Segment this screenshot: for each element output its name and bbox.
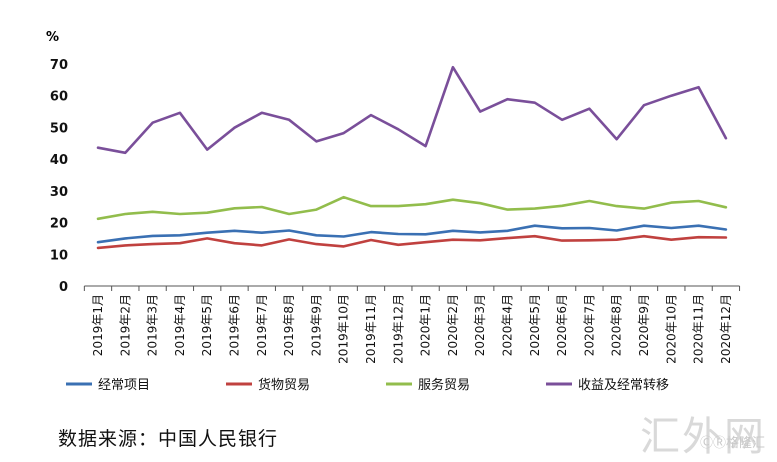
y-tick-label: 0 [59,280,68,295]
x-tick-label: 2020年11月 [692,294,706,364]
y-axis-ticks: 0 10 20 30 40 50 60 70 [50,58,68,295]
x-tick-label: 2020年3月 [473,294,487,356]
legend-label: 经常项目 [98,378,150,393]
legend: 经常项目 货物贸易 服务贸易 收益及经常转移 [66,377,669,393]
series-line-2 [96,195,728,221]
x-tick-label: 2020年10月 [664,294,678,364]
x-tick-label: 2020年8月 [610,294,624,356]
y-tick-label: 20 [50,217,68,232]
y-tick-label: 30 [50,185,68,200]
x-tick-label: 2019年12月 [391,294,405,364]
y-tick-label: 70 [50,58,68,73]
x-tick-label: 2020年2月 [446,294,460,356]
x-tick-label: 2020年6月 [555,294,569,356]
y-tick-label: 60 [50,90,68,105]
y-tick-label: 40 [50,153,68,168]
x-tick-label: 2019年5月 [200,294,214,356]
legend-label: 货物贸易 [258,377,310,393]
watermark-sub-logo: ⒸⓇ格隆汇 [700,436,766,451]
series-line-3 [96,65,728,155]
x-tick-label: 2020年9月 [637,294,651,356]
series-line-0 [96,224,728,244]
legend-label: 收益及经常转移 [578,378,669,393]
y-tick-label: 10 [50,248,68,263]
series-lines [96,65,728,250]
x-axis-ticks: 2019年1月 2019年2月 2019年3月 2019年4月 2019年5月 2019年… [83,286,741,364]
x-tick-label: 2020年5月 [528,294,542,356]
x-tick-label: 2019年6月 [228,294,242,356]
x-tick-label: 2020年7月 [582,294,596,356]
y-axis-unit-label: % [46,30,59,45]
x-tick-label: 2020年12月 [719,294,733,364]
x-tick-label: 2019年4月 [173,294,187,356]
x-tick-label: 2019年10月 [337,294,351,364]
series-line-1 [96,234,728,250]
x-tick-label: 2019年2月 [118,294,132,356]
y-tick-label: 50 [50,121,68,136]
x-tick-label: 2019年7月 [255,294,269,356]
source-note: 数据来源：中国人民银行 [58,428,279,450]
legend-label: 服务贸易 [418,377,470,393]
x-tick-label: 2019年1月 [91,294,105,356]
x-tick-label: 2019年3月 [146,294,160,356]
x-tick-label: 2020年4月 [501,294,515,356]
x-tick-label: 2019年9月 [309,294,323,356]
watermark-logo: 汇外网 [640,414,766,460]
x-tick-label: 2019年8月 [282,294,296,356]
x-tick-label: 2019年11月 [364,294,378,364]
x-tick-label: 2020年1月 [419,294,433,356]
